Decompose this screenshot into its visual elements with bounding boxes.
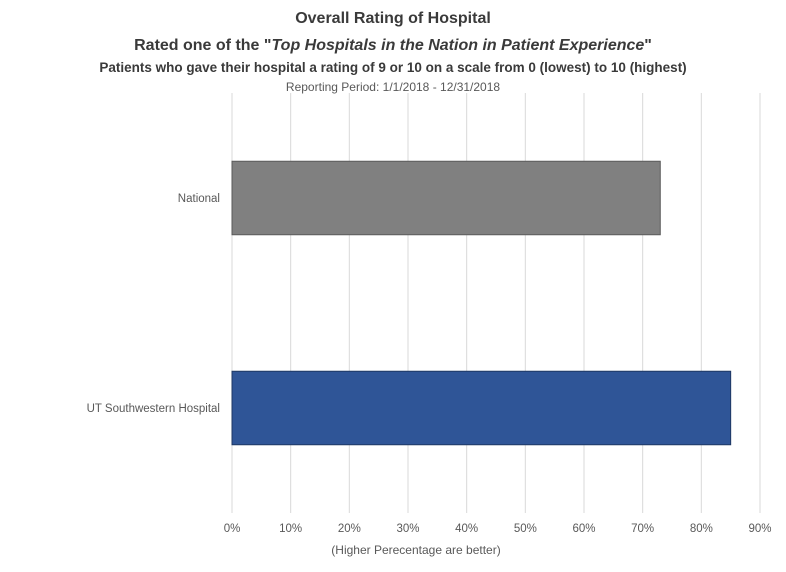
chart-subtitle-prefix: Rated one of the " (134, 37, 272, 54)
x-tick-label-50: 50% (514, 523, 537, 535)
x-tick-label-70: 70% (631, 523, 654, 535)
chart-description: Patients who gave their hospital a ratin… (99, 60, 687, 75)
category-label-ut-southwestern-hospital: UT Southwestern Hospital (87, 403, 220, 415)
chart-subtitle-suffix: " (644, 37, 652, 54)
reporting-period: Reporting Period: 1/1/2018 - 12/31/2018 (285, 80, 501, 94)
x-tick-labels: 0% 10% 20% 30% 40% 50% 60% 70% 80% 90% (224, 523, 772, 535)
x-axis-title: (Higher Perecentage are better) (331, 543, 500, 557)
bars (231, 160, 732, 446)
x-tick-label-20: 20% (338, 523, 361, 535)
category-labels: National UT Southwestern Hospital (87, 193, 220, 415)
x-tick-label-30: 30% (396, 523, 419, 535)
gridlines (231, 93, 761, 513)
x-tick-label-10: 10% (279, 523, 302, 535)
x-tick-label-40: 40% (455, 523, 478, 535)
chart-subtitle-emphasis: Top Hospitals in the Nation in Patient E… (271, 37, 645, 54)
x-tick-label-80: 80% (690, 523, 713, 535)
x-tick-label-0: 0% (224, 523, 241, 535)
bar-national (231, 160, 661, 236)
chart-title: Overall Rating of Hospital (295, 10, 491, 27)
category-label-national: National (178, 193, 220, 205)
x-tick-label-90: 90% (748, 523, 771, 535)
bar-ut-southwestern-hospital (231, 370, 732, 446)
chart-subtitle: Rated one of the "Top Hospitals in the N… (0, 37, 786, 55)
x-tick-label-60: 60% (572, 523, 595, 535)
